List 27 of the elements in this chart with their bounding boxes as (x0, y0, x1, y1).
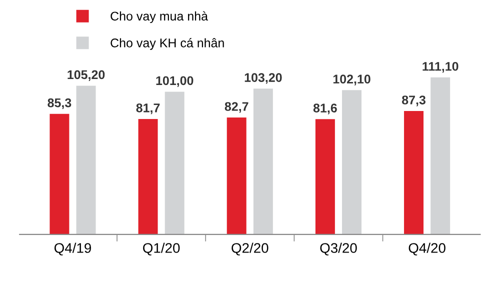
data-label: 82,7 (224, 102, 248, 113)
bar (76, 86, 96, 234)
bar (404, 111, 424, 234)
data-label: 81,7 (136, 103, 160, 114)
data-label: 102,10 (333, 74, 370, 86)
data-label: 87,3 (402, 96, 426, 106)
bar (138, 118, 158, 234)
bar (50, 114, 70, 234)
legend-label: Cho vay mua nhà (110, 11, 208, 24)
bar (342, 90, 362, 234)
data-label: 101,00 (156, 76, 194, 87)
x-tick-label: Q1/20 (143, 242, 180, 256)
bar (226, 118, 246, 234)
x-tick-label: Q4/19 (54, 242, 92, 256)
legend-label: Cho vay KH cá nhân (110, 38, 224, 50)
bar (430, 77, 450, 234)
data-label: 81,6 (313, 104, 337, 114)
data-label: 85,3 (48, 98, 72, 110)
x-tick-label: Q3/20 (320, 242, 357, 256)
data-label: 111,10 (422, 62, 458, 73)
bar (253, 88, 273, 234)
data-label: 105,20 (68, 70, 105, 81)
x-tick-label: Q2/20 (232, 242, 268, 256)
bar (164, 92, 184, 234)
data-label: 103,20 (244, 73, 282, 84)
bar (315, 119, 335, 234)
x-tick-label: Q4/20 (408, 242, 446, 256)
